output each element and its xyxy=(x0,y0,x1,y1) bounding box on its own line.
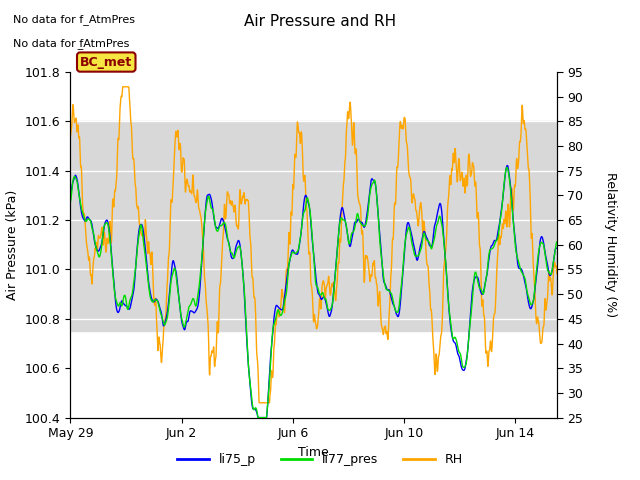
Text: BC_met: BC_met xyxy=(80,56,132,69)
Bar xyxy=(70,121,557,331)
Y-axis label: Relativity Humidity (%): Relativity Humidity (%) xyxy=(604,172,617,317)
Y-axis label: Air Pressure (kPa): Air Pressure (kPa) xyxy=(6,190,19,300)
X-axis label: Time: Time xyxy=(298,446,329,459)
Text: Air Pressure and RH: Air Pressure and RH xyxy=(244,14,396,29)
Legend: li75_p, li77_pres, RH: li75_p, li77_pres, RH xyxy=(172,448,468,471)
Text: No data for f_AtmPres: No data for f_AtmPres xyxy=(13,14,135,25)
Text: No data for f̲AtmPres: No data for f̲AtmPres xyxy=(13,38,129,49)
